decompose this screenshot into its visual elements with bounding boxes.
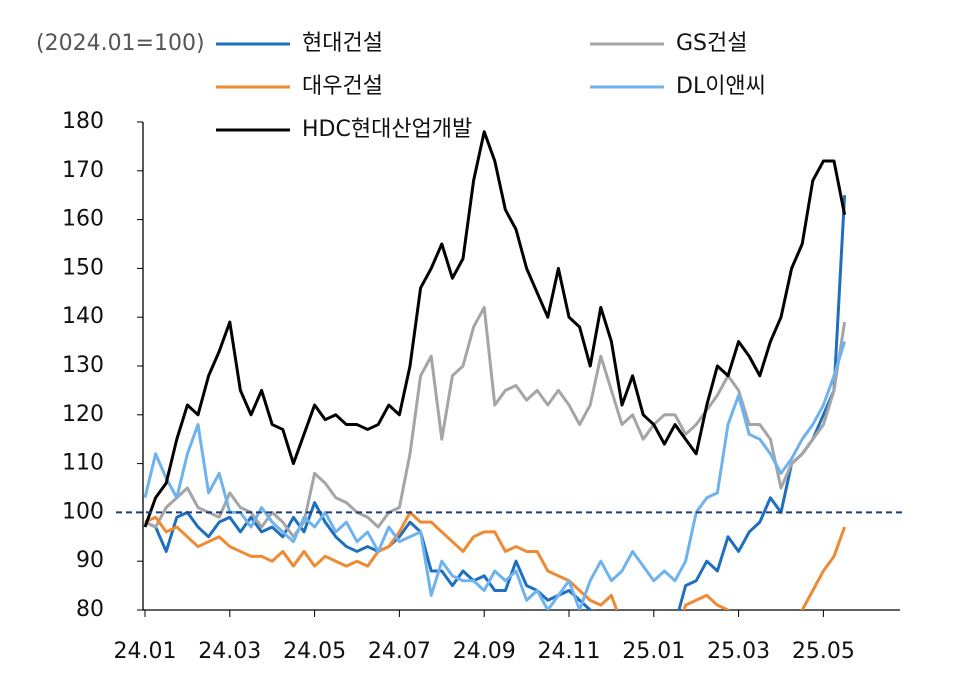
y-tick-label: 140 (62, 304, 104, 329)
y-tick-label: 90 (76, 548, 104, 573)
x-tick-label: 24.09 (453, 639, 516, 664)
legend-label: HDC현대산업개발 (302, 117, 472, 142)
legend-label: DL이앤씨 (676, 74, 766, 99)
y-tick-label: 130 (62, 353, 104, 378)
x-tick-label: 24.11 (538, 639, 601, 664)
y-tick-label: 160 (62, 207, 104, 232)
series-line (144, 510, 847, 610)
chart-subtitle: (2024.01=100) (36, 31, 205, 56)
x-tick-label: 24.07 (368, 639, 431, 664)
x-tick-label: 25.01 (622, 639, 685, 664)
series-line (143, 341, 847, 610)
y-tick-label: 150 (62, 255, 104, 280)
legend-label: 현대건설 (302, 31, 383, 56)
x-tick-label: 25.05 (792, 639, 855, 664)
x-tick-label: 24.05 (283, 639, 346, 664)
legend-label: GS건설 (676, 31, 748, 56)
x-tick-label: 24.03 (198, 639, 261, 664)
legend-label: 대우건설 (302, 74, 383, 99)
x-tick-label: 25.03 (707, 639, 770, 664)
y-tick-label: 110 (62, 451, 104, 476)
y-tick-label: 180 (62, 109, 104, 134)
y-tick-label: 100 (62, 499, 104, 524)
y-tick-label: 170 (62, 158, 104, 183)
y-tick-label: 120 (62, 402, 104, 427)
series-line (143, 130, 847, 528)
series-line (144, 195, 847, 610)
plot-area (143, 130, 847, 610)
x-tick-label: 24.01 (114, 639, 177, 664)
y-tick-label: 80 (76, 597, 104, 622)
